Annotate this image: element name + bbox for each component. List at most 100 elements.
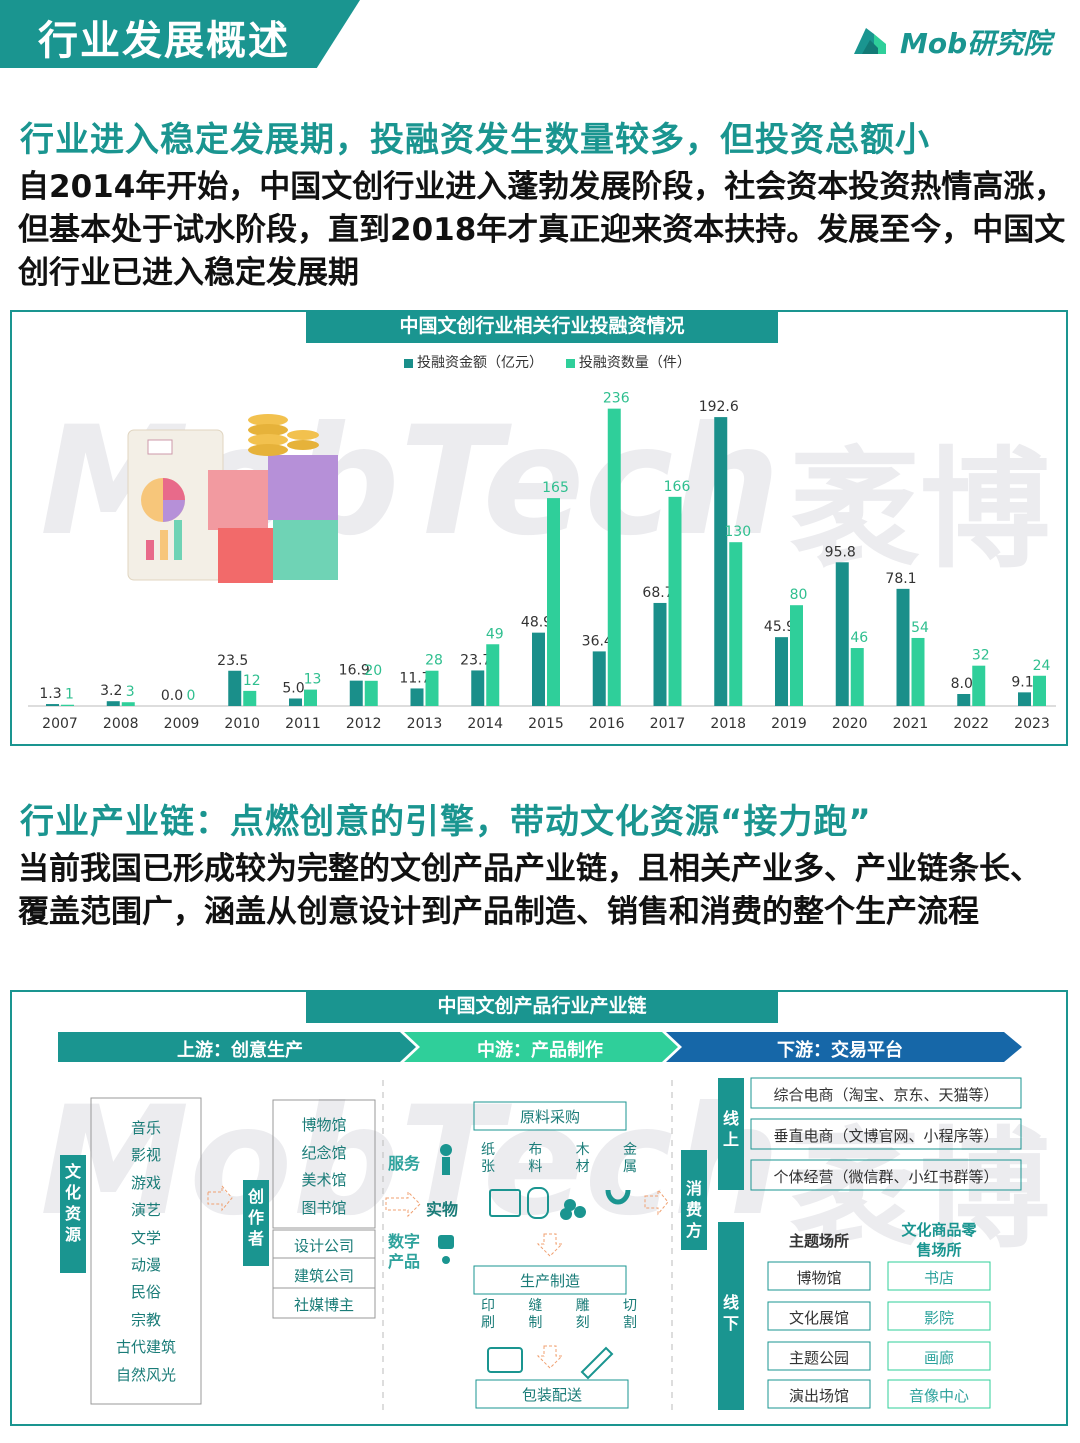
data-label-count: 32 — [972, 648, 990, 664]
creator-list-b: 设计公司 建筑公司 社媒博主 — [273, 1232, 375, 1321]
manufacturing-box: 生产制造 — [519, 1272, 580, 1290]
processes-list: 印刷 缝制 雕刻 切割 — [478, 1298, 640, 1332]
section1-title: 行业进入稳定发展期，投融资发生数量较多，但投资总额小 — [20, 120, 930, 160]
data-label-amount: 36.4 — [582, 633, 613, 649]
data-label-count: 13 — [304, 672, 322, 688]
bar-count — [425, 670, 439, 706]
bar-count — [911, 637, 925, 706]
chart-title: 中国文创行业相关行业投融资情况 — [306, 311, 778, 343]
legend-label-amount: 投融资金额（亿元） — [417, 355, 543, 371]
bar-amount — [46, 704, 59, 706]
bar-amount — [532, 632, 545, 706]
culture-item: 民俗 — [130, 1283, 161, 1302]
stage-arrows — [58, 1032, 1022, 1062]
themed-item-3: 主题公园 — [788, 1349, 849, 1367]
bar-count — [304, 689, 317, 706]
retail-item-3: 画廊 — [923, 1349, 954, 1367]
culture-label: 文化资源 — [60, 1155, 86, 1273]
creator-item: 建筑公司 — [293, 1266, 354, 1285]
digital-label: 数字产品 — [388, 1232, 421, 1271]
material-item: 木材 — [575, 1142, 590, 1175]
bar-amount — [896, 588, 910, 706]
x-tick-label: 2020 — [832, 716, 868, 732]
data-label-amount: 68.7 — [642, 585, 673, 601]
data-label-amount: 192.6 — [699, 399, 739, 415]
online-label: 线上 — [718, 1078, 744, 1190]
themed-item-1: 博物馆 — [796, 1269, 842, 1287]
bar-amount — [228, 670, 242, 706]
themed-item-4: 演出场馆 — [788, 1387, 849, 1405]
data-label-amount: 23.7 — [460, 652, 491, 668]
mob-logo-icon — [854, 28, 886, 54]
bar-count — [364, 680, 378, 706]
material-item: 纸张 — [481, 1142, 495, 1175]
culture-item: 自然风光 — [115, 1365, 176, 1384]
bar-amount — [106, 701, 120, 706]
material-item: 布料 — [528, 1142, 543, 1175]
data-label-amount: 16.9 — [339, 663, 370, 679]
bar-amount — [653, 602, 667, 706]
data-label-count: 12 — [243, 673, 261, 689]
themed-item-2: 文化展馆 — [788, 1309, 849, 1327]
data-label-count: 80 — [790, 587, 808, 603]
legend-swatch-amount — [404, 358, 413, 368]
bar-count — [547, 498, 560, 706]
data-label-amount: 48.9 — [521, 615, 552, 631]
bar-count — [790, 605, 803, 706]
creator-item: 社媒博主 — [293, 1296, 354, 1314]
data-label-amount: 1.3 — [39, 686, 61, 702]
data-label-count: 165 — [542, 480, 569, 496]
creator-item: 美术馆 — [301, 1171, 347, 1189]
data-label-amount: 8.0 — [951, 676, 973, 692]
data-label-count: 1 — [65, 687, 74, 703]
culture-item: 影视 — [130, 1146, 161, 1165]
x-tick-label: 2012 — [346, 716, 382, 732]
x-tick-label: 2015 — [528, 716, 564, 732]
data-label-count: 54 — [911, 620, 929, 636]
data-label-count: 20 — [364, 663, 382, 679]
stage-midstream: 中游：产品制作 — [477, 1040, 603, 1061]
chain-title: 中国文创产品行业产业链 — [306, 991, 778, 1023]
creator-label: 创作者 — [243, 1180, 269, 1266]
data-label-amount: 9.1 — [1011, 674, 1033, 690]
x-tick-label: 2016 — [589, 716, 625, 732]
data-label-amount: 45.9 — [764, 619, 795, 635]
header-band — [0, 0, 360, 68]
logo-text: Mob研究院 — [900, 27, 1052, 60]
process-item: 缝制 — [528, 1298, 543, 1331]
page-title: 行业发展概述 — [38, 18, 290, 64]
service-label: 服务 — [388, 1154, 421, 1173]
data-label-amount: 5.0 — [282, 681, 304, 697]
data-label-amount: 0.0 — [161, 688, 183, 704]
culture-item: 文学 — [130, 1228, 161, 1247]
bar-count — [607, 408, 621, 706]
themed-label: 主题场所 — [788, 1232, 849, 1250]
section2-title: 行业产业链：点燃创意的引擎，带动文化资源“接力跑” — [20, 802, 872, 842]
creator-item: 纪念馆 — [301, 1143, 347, 1162]
x-tick-label: 2014 — [467, 716, 503, 732]
bar-chart: 2007 1.3 1 2008 3.2 3 2009 0.0 0 2010 23.5 12 2011 5.… — [28, 391, 1056, 732]
bar-amount — [410, 688, 424, 706]
data-label-amount: 11.7 — [399, 670, 430, 686]
x-tick-label: 2019 — [771, 716, 807, 732]
x-tick-label: 2008 — [103, 716, 139, 732]
retail-item-2: 影院 — [923, 1309, 954, 1327]
x-tick-label: 2007 — [42, 716, 78, 732]
process-item: 雕刻 — [575, 1298, 590, 1331]
bar-count — [1033, 675, 1046, 706]
bar-amount — [957, 694, 971, 706]
bar-amount — [289, 698, 302, 706]
process-item: 印刷 — [481, 1298, 495, 1331]
bar-amount — [775, 637, 788, 706]
data-label-count: 3 — [126, 684, 135, 700]
data-label-amount: 78.1 — [885, 571, 916, 587]
bar-count — [850, 648, 864, 706]
packaging-box: 包装配送 — [521, 1386, 582, 1404]
bar-count — [729, 542, 743, 706]
x-tick-label: 2023 — [1014, 716, 1050, 732]
x-tick-label: 2013 — [407, 716, 443, 732]
culture-item: 音乐 — [130, 1119, 161, 1137]
legend-swatch-count — [565, 358, 575, 368]
data-label-count: 24 — [1033, 658, 1051, 674]
x-tick-label: 2022 — [953, 716, 989, 732]
